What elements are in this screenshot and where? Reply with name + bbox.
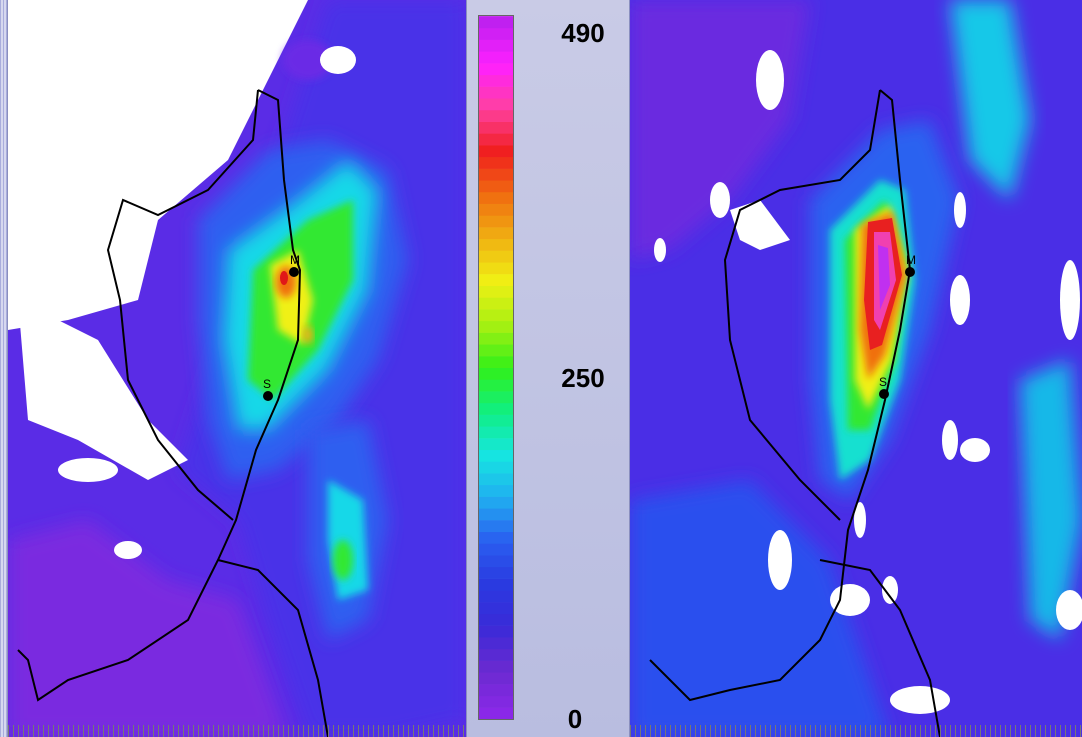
colorbar-band [479,614,513,626]
colorbar-band [479,63,513,75]
colorbar-band [479,75,513,87]
colorbar [479,16,513,719]
colorbar-band [479,39,513,51]
left-map-field: M S [8,0,466,737]
colorbar-band [479,332,513,344]
colorbar-band [479,321,513,333]
colorbar-max-label: 490 [538,18,628,49]
svg-text:M: M [290,253,300,267]
colorbar-band [479,239,513,251]
colorbar-band [479,473,513,485]
colorbar-band [479,567,513,579]
colorbar-band [479,28,513,40]
colorbar-band [479,543,513,555]
colorbar-band [479,309,513,321]
colorbar-band [479,227,513,239]
colorbar-band [479,520,513,532]
colorbar-band [479,344,513,356]
colorbar-band [479,98,513,110]
colorbar-band [479,391,513,403]
colorbar-band [479,145,513,157]
colorbar-band [479,578,513,590]
right-map-marker-m: M [905,253,916,277]
colorbar-band [479,121,513,133]
svg-text:M: M [906,253,916,267]
right-map-panel: M S [630,0,1082,737]
colorbar-band [479,133,513,145]
colorbar-band [479,250,513,262]
colorbar-band [479,426,513,438]
colorbar-band [479,485,513,497]
colorbar-band [479,450,513,462]
colorbar-band [479,379,513,391]
colorbar-band [479,403,513,415]
colorbar-band [479,51,513,63]
colorbar-band [479,168,513,180]
colorbar-band [479,356,513,368]
left-map-panel: M S [8,0,466,737]
colorbar-band [479,461,513,473]
colorbar-band [479,649,513,661]
right-map-bottom-ticks [630,725,1082,737]
colorbar-band [479,110,513,122]
svg-text:S: S [263,377,271,391]
colorbar-band [479,414,513,426]
colorbar-band [479,274,513,286]
colorbar-band [479,157,513,169]
colorbar-mid-label: 250 [538,363,628,394]
colorbar-band [479,203,513,215]
colorbar-band [479,590,513,602]
colorbar-band [479,532,513,544]
colorbar-band [479,555,513,567]
colorbar-band [479,696,513,708]
colorbar-band [479,602,513,614]
colorbar-gradient [479,16,513,719]
colorbar-band [479,707,513,719]
colorbar-band [479,625,513,637]
colorbar-band [479,368,513,380]
left-map-bottom-ticks [8,725,466,737]
colorbar-band [479,192,513,204]
right-map-field: M S [630,0,1082,737]
colorbar-band [479,262,513,274]
colorbar-band [479,438,513,450]
colorbar-band [479,684,513,696]
colorbar-band [479,672,513,684]
left-map-marker-m: M [289,253,300,277]
colorbar-band [479,496,513,508]
colorbar-band [479,86,513,98]
colorbar-band [479,297,513,309]
colorbar-band [479,180,513,192]
colorbar-band [479,285,513,297]
colorbar-band [479,215,513,227]
colorbar-band [479,660,513,672]
colorbar-band [479,16,513,28]
svg-text:S: S [879,375,887,389]
slide-edge-stripe [0,0,8,737]
colorbar-min-label: 0 [530,704,620,735]
colorbar-band [479,508,513,520]
colorbar-band [479,637,513,649]
